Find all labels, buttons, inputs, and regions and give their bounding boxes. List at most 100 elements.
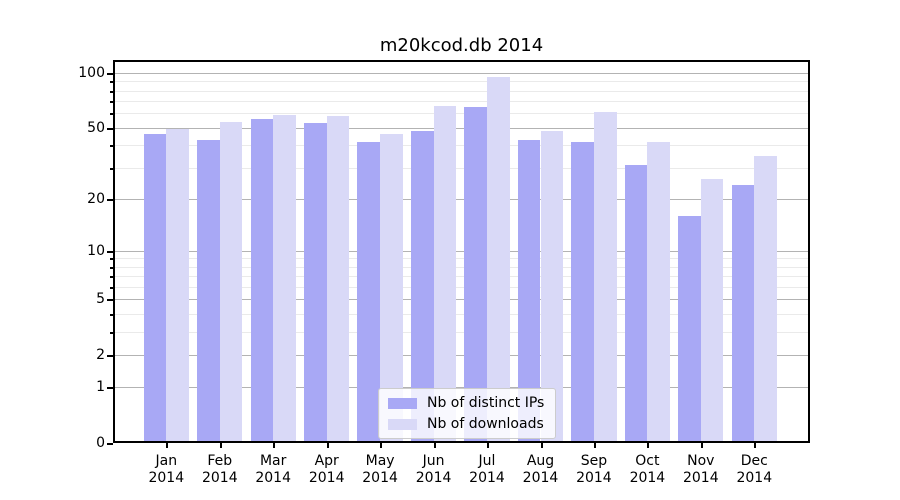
- y-minor-tick: [110, 258, 113, 261]
- bar-downloads: [593, 112, 617, 443]
- bar-downloads: [326, 116, 350, 443]
- minor-gridline: [113, 266, 810, 268]
- x-tick-label: Jan 2014: [148, 453, 185, 486]
- bar-distinct-ips: [197, 139, 220, 443]
- x-tick: [487, 443, 489, 448]
- x-tick: [540, 443, 543, 448]
- x-tick: [647, 443, 650, 448]
- minor-gridline: [113, 314, 810, 315]
- legend-item: Nb of downloads: [388, 416, 544, 432]
- bar-downloads: [166, 129, 189, 443]
- y-minor-tick: [110, 81, 113, 84]
- bar-downloads: [433, 105, 457, 443]
- y-tick-label: 50: [87, 119, 105, 136]
- y-major-tick: [107, 299, 113, 302]
- y-minor-tick: [110, 314, 113, 316]
- chart-title: m20kcod.db 2014: [379, 35, 544, 56]
- major-gridline: [113, 127, 810, 129]
- x-tick-label: Jun 2014: [415, 453, 452, 486]
- bar-downloads: [700, 178, 724, 443]
- y-major-tick: [107, 250, 113, 253]
- y-minor-tick: [110, 287, 113, 289]
- major-gridline: [113, 73, 810, 74]
- major-gridline: [113, 250, 810, 252]
- bar-downloads: [647, 141, 671, 443]
- major-gridline: [113, 354, 810, 356]
- x-tick: [700, 443, 703, 448]
- x-tick-label: Feb 2014: [201, 453, 238, 486]
- x-tick: [754, 443, 757, 448]
- y-minor-tick: [110, 266, 113, 269]
- y-major-tick: [107, 127, 113, 130]
- y-minor-tick: [110, 167, 113, 170]
- bar-distinct-ips: [357, 141, 381, 443]
- x-tick-label: Nov 2014: [682, 453, 719, 486]
- y-minor-tick: [110, 113, 113, 116]
- y-tick-label: 10: [87, 242, 105, 259]
- bar-distinct-ips: [678, 215, 701, 443]
- legend-item: Nb of distinct IPs: [388, 395, 544, 411]
- x-tick: [433, 443, 436, 448]
- y-tick-label: 20: [87, 190, 105, 207]
- major-gridline: [113, 387, 810, 389]
- minor-gridline: [113, 113, 810, 115]
- y-minor-tick: [110, 145, 113, 148]
- bar-downloads: [540, 131, 564, 443]
- x-tick-label: Sep 2014: [576, 453, 612, 486]
- x-tick: [219, 443, 222, 448]
- legend-swatch: [388, 418, 417, 430]
- y-major-tick: [107, 443, 113, 445]
- x-tick-label: Dec 2014: [736, 453, 773, 486]
- y-major-tick: [107, 198, 113, 201]
- y-major-tick: [107, 387, 113, 390]
- y-minor-tick: [110, 276, 113, 279]
- legend-swatch: [388, 397, 417, 409]
- legend-label: Nb of downloads: [427, 416, 544, 432]
- bar-distinct-ips: [624, 165, 648, 443]
- x-tick-label: Aug 2014: [522, 453, 559, 486]
- minor-gridline: [113, 145, 810, 147]
- minor-gridline: [113, 287, 810, 288]
- x-tick-label: May 2014: [362, 453, 398, 486]
- bar-distinct-ips: [517, 139, 541, 443]
- y-tick-label: 5: [96, 291, 105, 308]
- y-tick-label: 2: [96, 346, 105, 363]
- y-minor-tick: [110, 101, 113, 104]
- x-tick-label: Jul 2014: [469, 453, 505, 486]
- bar-distinct-ips: [304, 123, 327, 443]
- x-tick: [273, 443, 276, 448]
- minor-gridline: [113, 258, 810, 260]
- major-gridline: [113, 198, 810, 200]
- x-tick: [326, 443, 329, 448]
- bar-distinct-ips: [571, 141, 594, 443]
- minor-gridline: [113, 90, 810, 92]
- minor-gridline: [113, 101, 810, 103]
- y-minor-tick: [110, 331, 113, 334]
- y-tick-label: 0: [96, 435, 105, 451]
- bar-downloads: [487, 77, 510, 443]
- x-tick-label: Oct 2014: [629, 453, 666, 486]
- bar-distinct-ips: [250, 118, 274, 443]
- x-tick-label: Apr 2014: [308, 453, 345, 486]
- x-tick: [166, 443, 169, 448]
- bar-downloads: [273, 114, 296, 443]
- bar-distinct-ips: [731, 184, 755, 443]
- y-major-tick: [107, 73, 113, 75]
- x-tick: [593, 443, 596, 448]
- legend: Nb of distinct IPs Nb of downloads: [378, 388, 557, 439]
- bar-distinct-ips: [143, 134, 167, 443]
- bar-downloads: [754, 155, 777, 443]
- bar-distinct-ips: [464, 107, 487, 443]
- minor-gridline: [113, 331, 810, 333]
- minor-gridline: [113, 167, 810, 169]
- minor-gridline: [113, 81, 810, 83]
- bar-distinct-ips: [410, 131, 434, 443]
- major-gridline: [113, 299, 810, 301]
- bar-downloads: [219, 121, 243, 443]
- y-tick-label: 1: [96, 379, 105, 396]
- x-tick: [380, 443, 383, 448]
- x-tick-label: Mar 2014: [255, 453, 291, 486]
- y-tick-label: 100: [78, 65, 105, 81]
